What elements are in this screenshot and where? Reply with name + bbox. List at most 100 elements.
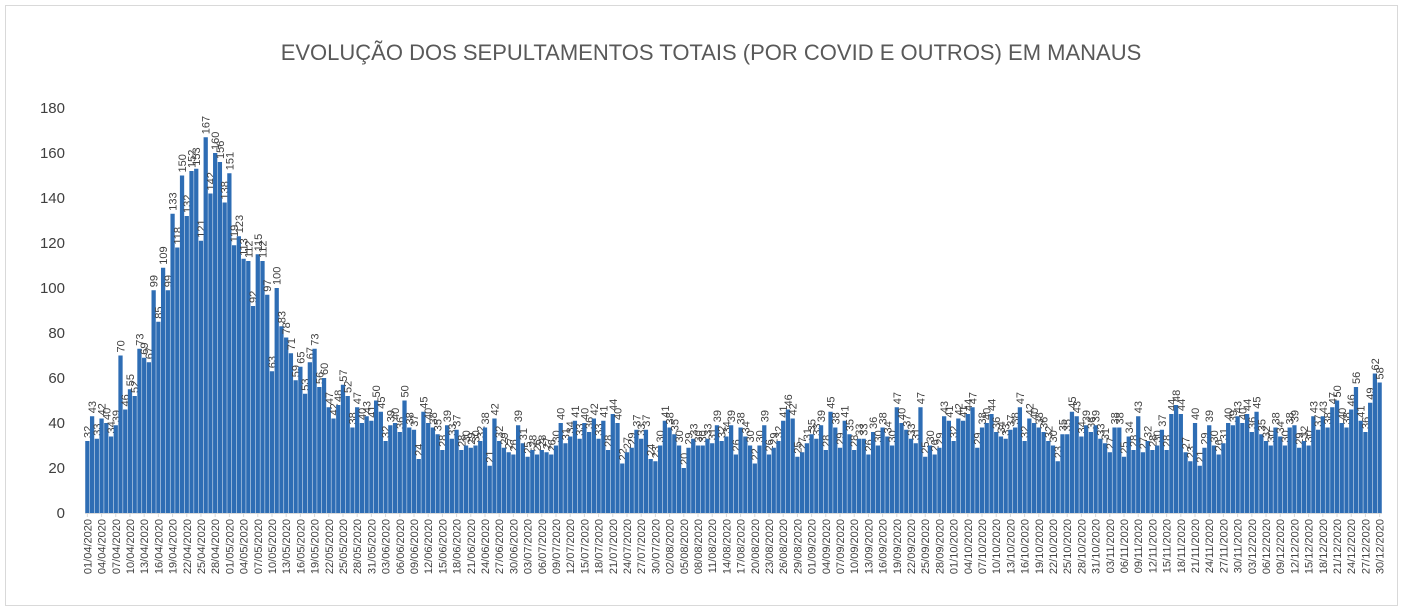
x-tick-label: 12/11/2020	[1147, 519, 1159, 573]
bar	[833, 427, 838, 513]
value-label: 35	[807, 419, 819, 431]
value-label: 38	[878, 412, 890, 424]
bar	[724, 436, 729, 513]
bar	[501, 447, 507, 513]
bar	[700, 445, 705, 513]
bar	[227, 173, 232, 513]
bar	[1377, 382, 1382, 513]
bar	[534, 454, 540, 513]
bar	[563, 443, 568, 513]
bar	[648, 459, 653, 513]
value-label: 43	[1072, 401, 1084, 413]
bar	[733, 454, 738, 513]
bar	[1131, 450, 1136, 513]
bar	[591, 418, 596, 513]
x-tick-label: 17/08/2020	[736, 519, 748, 574]
value-label: 37	[409, 415, 421, 427]
bar	[686, 447, 691, 513]
bar	[217, 162, 223, 513]
x-tick-label: 12/07/2020	[565, 519, 577, 574]
value-label: 35	[1057, 419, 1069, 431]
value-label: 39	[1289, 410, 1301, 422]
value-label: 34	[740, 421, 752, 433]
bar	[132, 396, 137, 513]
value-label: 41	[944, 406, 956, 418]
bar	[1173, 405, 1179, 513]
bar	[326, 407, 331, 513]
value-label: 33	[688, 424, 700, 436]
bar	[1268, 445, 1273, 513]
value-label: 43	[1308, 401, 1320, 413]
value-label: 47	[1015, 392, 1027, 404]
bar	[762, 425, 767, 513]
value-label: 40	[897, 408, 909, 420]
bar	[691, 438, 696, 513]
bar	[269, 371, 275, 513]
value-label: 123	[234, 215, 246, 233]
x-tick-label: 24/12/2020	[1346, 519, 1358, 574]
bar	[511, 454, 516, 513]
bar	[302, 393, 308, 513]
bar	[421, 411, 426, 513]
bar	[1292, 425, 1297, 513]
value-label: 39	[1204, 410, 1216, 422]
bar	[601, 420, 606, 513]
bar	[478, 441, 483, 513]
y-tick-label: 20	[48, 460, 65, 477]
value-label: 30	[471, 430, 483, 442]
value-label: 32	[1299, 426, 1311, 438]
value-label: 37	[631, 415, 643, 427]
x-tick-label: 28/04/2020	[210, 519, 222, 574]
x-tick-label: 04/05/2020	[239, 519, 251, 574]
x-tick-label: 15/12/2020	[1304, 519, 1316, 574]
x-tick-label: 16/05/2020	[295, 519, 307, 574]
value-label: 38	[736, 412, 748, 424]
value-label: 115	[253, 234, 265, 252]
value-label: 35	[1256, 419, 1268, 431]
bar	[719, 441, 724, 513]
bar	[331, 418, 336, 513]
value-label: 27	[622, 437, 634, 449]
y-tick-label: 40	[48, 415, 65, 432]
value-label: 37	[452, 415, 464, 427]
value-label: 39	[385, 410, 397, 422]
bar	[246, 261, 251, 513]
bar	[113, 425, 118, 513]
value-label: 60	[319, 363, 331, 375]
x-tick-label: 10/05/2020	[267, 519, 279, 574]
bar	[1368, 402, 1373, 513]
bar	[373, 400, 379, 513]
value-label: 41	[598, 406, 610, 418]
bar	[1254, 411, 1259, 513]
bar	[942, 416, 947, 513]
x-tick-label: 28/10/2020	[1076, 519, 1088, 574]
bar	[577, 438, 582, 513]
bar	[1358, 420, 1363, 513]
bar	[321, 378, 327, 513]
bar	[203, 137, 208, 513]
x-tick-label: 19/09/2020	[892, 519, 904, 574]
bar	[781, 420, 786, 513]
bar	[1334, 400, 1340, 513]
x-tick-label: 01/04/2020	[82, 519, 94, 574]
bar	[1287, 427, 1292, 513]
bar	[146, 362, 152, 513]
bar	[620, 463, 625, 513]
value-label: 43	[1133, 401, 1145, 413]
bar	[1282, 445, 1288, 513]
bar	[804, 443, 810, 513]
value-label: 39	[816, 410, 828, 422]
value-label: 31	[518, 428, 530, 440]
bar	[1027, 418, 1032, 513]
bar	[388, 425, 393, 513]
bar	[255, 254, 260, 513]
bar	[885, 436, 890, 513]
bar	[1112, 427, 1117, 513]
bar	[875, 445, 881, 513]
value-label: 99	[149, 275, 161, 287]
bar	[1249, 432, 1254, 513]
x-tick-label: 27/07/2020	[636, 519, 648, 574]
x-tick-label: 25/04/2020	[196, 519, 208, 574]
bar	[818, 425, 824, 513]
value-label: 30	[674, 430, 686, 442]
